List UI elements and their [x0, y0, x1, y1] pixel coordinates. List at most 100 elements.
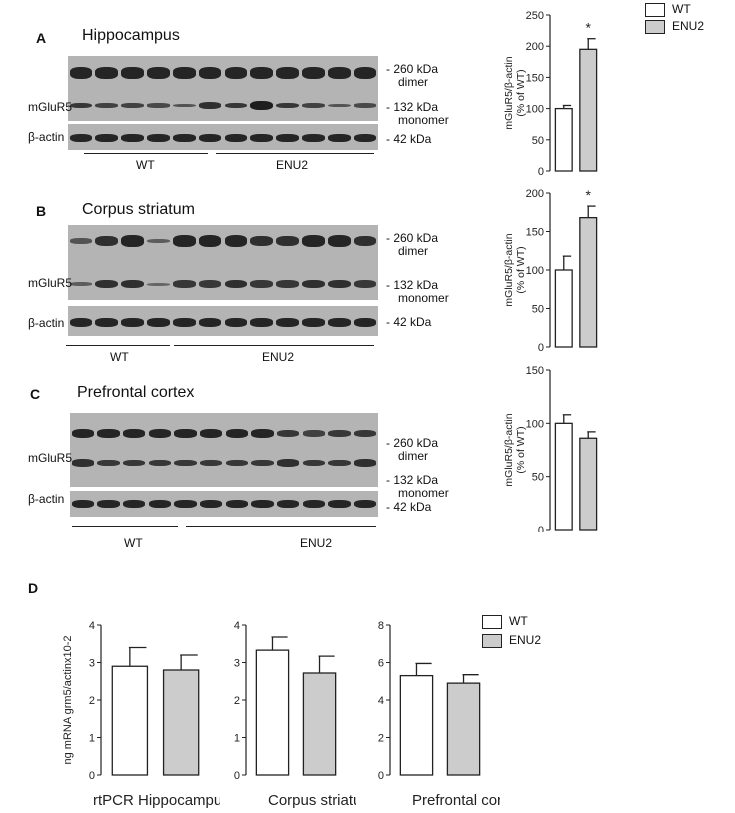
blot-band: [302, 102, 325, 108]
panel-b-letter: B: [36, 203, 47, 219]
x-axis-label: Prefrontal cortex: [412, 792, 500, 809]
blot-band: [95, 235, 119, 247]
y-tick-label: 8: [378, 620, 384, 632]
blot-band: [224, 102, 248, 109]
blot-band: [225, 459, 249, 467]
blot-band: [276, 134, 299, 142]
blot-band: [327, 103, 351, 108]
blot-band: [199, 459, 223, 467]
blot-band: [121, 235, 144, 247]
panel-a-actin-label: β-actin: [28, 130, 65, 144]
blot-band: [250, 235, 274, 247]
blot-band: [224, 235, 248, 247]
y-tick-label: 0: [538, 342, 544, 353]
blot-band: [199, 500, 223, 508]
y-axis-label: mGluR5/β-actin: [503, 413, 515, 486]
panel-a-actin-blot: [68, 124, 378, 150]
panel-b-dimer-label: dimer: [398, 244, 429, 258]
blot-band: [250, 67, 274, 79]
blot-band: [327, 134, 351, 142]
blot-band: [251, 500, 274, 508]
y-tick-label: 100: [526, 104, 544, 116]
blot-band: [199, 429, 223, 438]
panel-a-mglur5-label: mGluR5: [28, 100, 73, 114]
legend-d-wt-swatch: [482, 615, 502, 629]
y-tick-label: 50: [532, 135, 544, 147]
blot-band: [121, 279, 144, 289]
blot-band: [97, 429, 120, 438]
chart-c: 0 50 100 150 mGluR5/β-actin (% of WT): [503, 365, 598, 532]
panel-b-mglur5-label: mGluR5: [28, 276, 73, 290]
y-tick-label: 6: [378, 658, 384, 670]
bar-enu2: [579, 216, 598, 348]
significance-marker: *: [586, 187, 592, 203]
blot-band: [69, 102, 93, 109]
panel-b-title: Corpus striatum: [82, 201, 195, 218]
blot-band: [121, 67, 144, 79]
blot-band: [198, 134, 222, 142]
y-tick-label: 0: [378, 770, 384, 782]
blot-band: [224, 67, 248, 79]
blot-band: [327, 279, 351, 289]
y-tick-label: 200: [526, 188, 544, 200]
panel-b-mglur5-blot: [68, 225, 378, 300]
panel-c-title: Prefrontal cortex: [77, 384, 195, 401]
blot-band: [353, 67, 377, 79]
blot-band: [95, 279, 119, 289]
blot-band: [95, 134, 119, 142]
y-tick-label: 1: [234, 733, 240, 745]
y-tick-label: 100: [526, 418, 544, 430]
panel-a-letter: A: [36, 30, 47, 46]
y-tick-label: 3: [89, 658, 95, 670]
blot-band: [198, 318, 222, 327]
y-tick-label: 2: [378, 733, 384, 745]
blot-band: [302, 235, 325, 247]
y-tick-label: 1: [89, 733, 95, 745]
bar-wt: [255, 649, 290, 776]
y-axis-label-unit: (% of WT): [515, 246, 527, 293]
blot-band: [147, 103, 170, 108]
blot-band: [328, 459, 351, 467]
blot-band: [121, 102, 144, 108]
blot-band: [276, 235, 299, 247]
legend-top-enu2-label: ENU2: [672, 19, 705, 33]
blot-band: [353, 103, 377, 108]
bar-wt: [554, 269, 573, 348]
bar-enu2: [579, 437, 598, 531]
panel-a-enu2-bracket: [216, 153, 374, 154]
blot-band: [276, 500, 300, 508]
blot-band: [69, 67, 93, 79]
blot-band: [198, 102, 222, 109]
bar-enu2: [446, 682, 481, 776]
bar-enu2: [302, 672, 337, 776]
y-tick-label: 150: [526, 72, 544, 84]
y-tick-label: 0: [538, 525, 544, 532]
blot-band: [250, 100, 274, 111]
bar-wt: [554, 422, 573, 531]
blot-band: [353, 500, 377, 508]
blot-band: [97, 459, 120, 467]
blot-band: [225, 500, 249, 508]
panel-b-42-marker: - 42 kDa: [386, 315, 432, 329]
blot-band: [302, 67, 325, 79]
blot-band: [353, 459, 377, 467]
panel-a-title: Hippocampus: [82, 27, 180, 44]
bar-enu2: [579, 48, 598, 172]
y-tick-label: 100: [526, 265, 544, 277]
blot-band: [250, 318, 274, 327]
y-tick-label: 250: [526, 10, 544, 22]
legend-top-wt-swatch: [645, 3, 665, 17]
panel-b-enu2-group: ENU2: [262, 350, 295, 364]
blot-band: [121, 134, 144, 142]
panel-a-42-marker: - 42 kDa: [386, 132, 432, 146]
blot-band: [172, 67, 196, 79]
bar-wt: [111, 665, 149, 776]
panel-c-wt-group: WT: [124, 536, 143, 550]
panel-c-mglur5-blot: [70, 413, 378, 487]
blot-band: [95, 102, 119, 108]
chart-d3: 0 2 4 6 8 Prefrontal cortex: [378, 620, 500, 809]
blot-band: [172, 134, 196, 142]
blot-band: [276, 459, 300, 467]
blot-band: [122, 500, 146, 508]
blot-band: [276, 280, 299, 288]
